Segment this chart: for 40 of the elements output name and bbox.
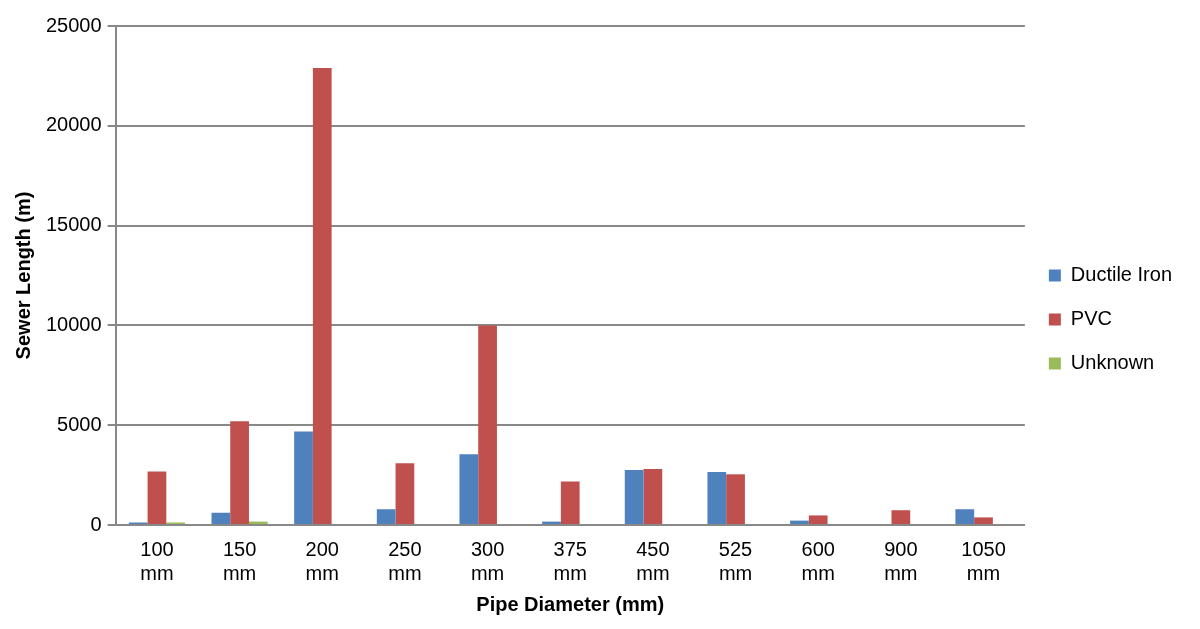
x-tick-label: 900 mm	[884, 537, 918, 584]
bar	[211, 512, 231, 524]
bar	[643, 469, 663, 524]
x-tick-label: 100 mm	[140, 537, 174, 584]
bar	[147, 471, 167, 524]
y-tick-label: 10000	[45, 312, 102, 335]
legend-label: Ductile Iron	[1070, 263, 1172, 286]
bar	[974, 517, 993, 524]
bar	[726, 474, 745, 524]
x-tick-label: 525 mm	[718, 537, 753, 584]
bar	[955, 509, 975, 524]
bar	[376, 509, 396, 524]
bar	[459, 454, 479, 524]
bar	[312, 67, 332, 524]
y-tick-label: 15000	[45, 213, 102, 236]
bar	[808, 515, 828, 524]
x-tick-label: 600 mm	[801, 537, 835, 584]
x-axis-title: Pipe Diameter (mm)	[476, 592, 665, 615]
bar	[891, 510, 911, 524]
x-tick-label: 150 mm	[222, 537, 257, 584]
x-tick-label: 200 mm	[305, 537, 339, 584]
x-tick-label: 250 mm	[388, 537, 422, 584]
bar	[294, 431, 313, 524]
bar	[478, 325, 497, 524]
x-tick-label: 450 mm	[636, 537, 670, 584]
legend-label: Unknown	[1070, 351, 1155, 374]
bar	[230, 421, 249, 524]
x-tick-label: 1050 mm	[961, 537, 1006, 584]
bar	[707, 472, 727, 524]
y-tick-label: 5000	[57, 412, 102, 435]
legend-label: PVC	[1070, 307, 1112, 330]
y-axis-title: Sewer Length (m)	[11, 191, 34, 360]
bar	[395, 463, 415, 524]
x-tick-label: 375 mm	[553, 537, 587, 584]
y-tick-label: 20000	[45, 113, 102, 136]
y-tick-label: 0	[90, 512, 102, 535]
y-tick-label: 25000	[45, 13, 102, 36]
x-tick-label: 300 mm	[470, 537, 505, 584]
bar	[624, 470, 644, 524]
bar	[560, 481, 580, 524]
